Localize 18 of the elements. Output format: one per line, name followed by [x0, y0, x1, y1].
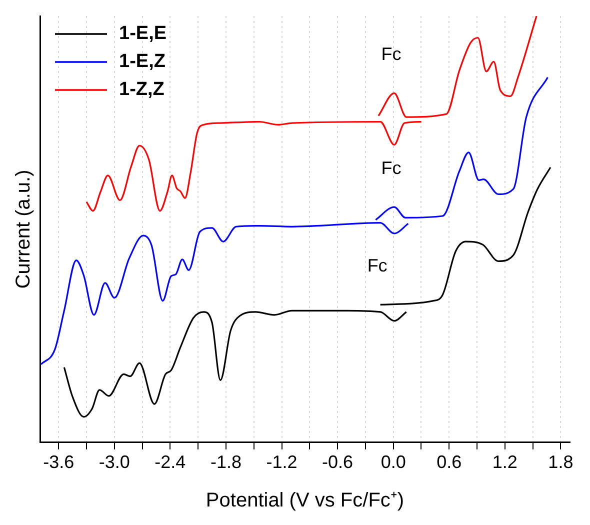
annotation: Fc — [367, 256, 388, 276]
text: -3.0 — [98, 452, 130, 472]
x-tick-label: 1.8 — [548, 452, 574, 472]
x-tick-label: 0.6 — [436, 452, 462, 472]
x-tick-label: -3.6 — [43, 452, 74, 472]
x-tick-label: 0.0 — [380, 452, 406, 472]
annotation: Fc — [381, 44, 402, 64]
legend-label: 1-Z,Z — [119, 79, 165, 100]
x-tick-label: -0.6 — [322, 452, 354, 472]
legend-label: 1-E,Z — [119, 51, 166, 72]
x-tick-label: -1.8 — [210, 452, 242, 472]
x-tick-label: -1.2 — [266, 452, 298, 472]
x-tick-label: -2.4 — [154, 452, 186, 472]
annotation: Fc — [381, 158, 402, 178]
x-tick-label: 1.2 — [492, 452, 518, 472]
legend-label: 1-E,E — [119, 23, 167, 44]
x-axis-title: Potential (V vs Fc/Fc⁺) — [206, 490, 404, 512]
y-axis-title: Current (a.u.) — [12, 170, 35, 289]
